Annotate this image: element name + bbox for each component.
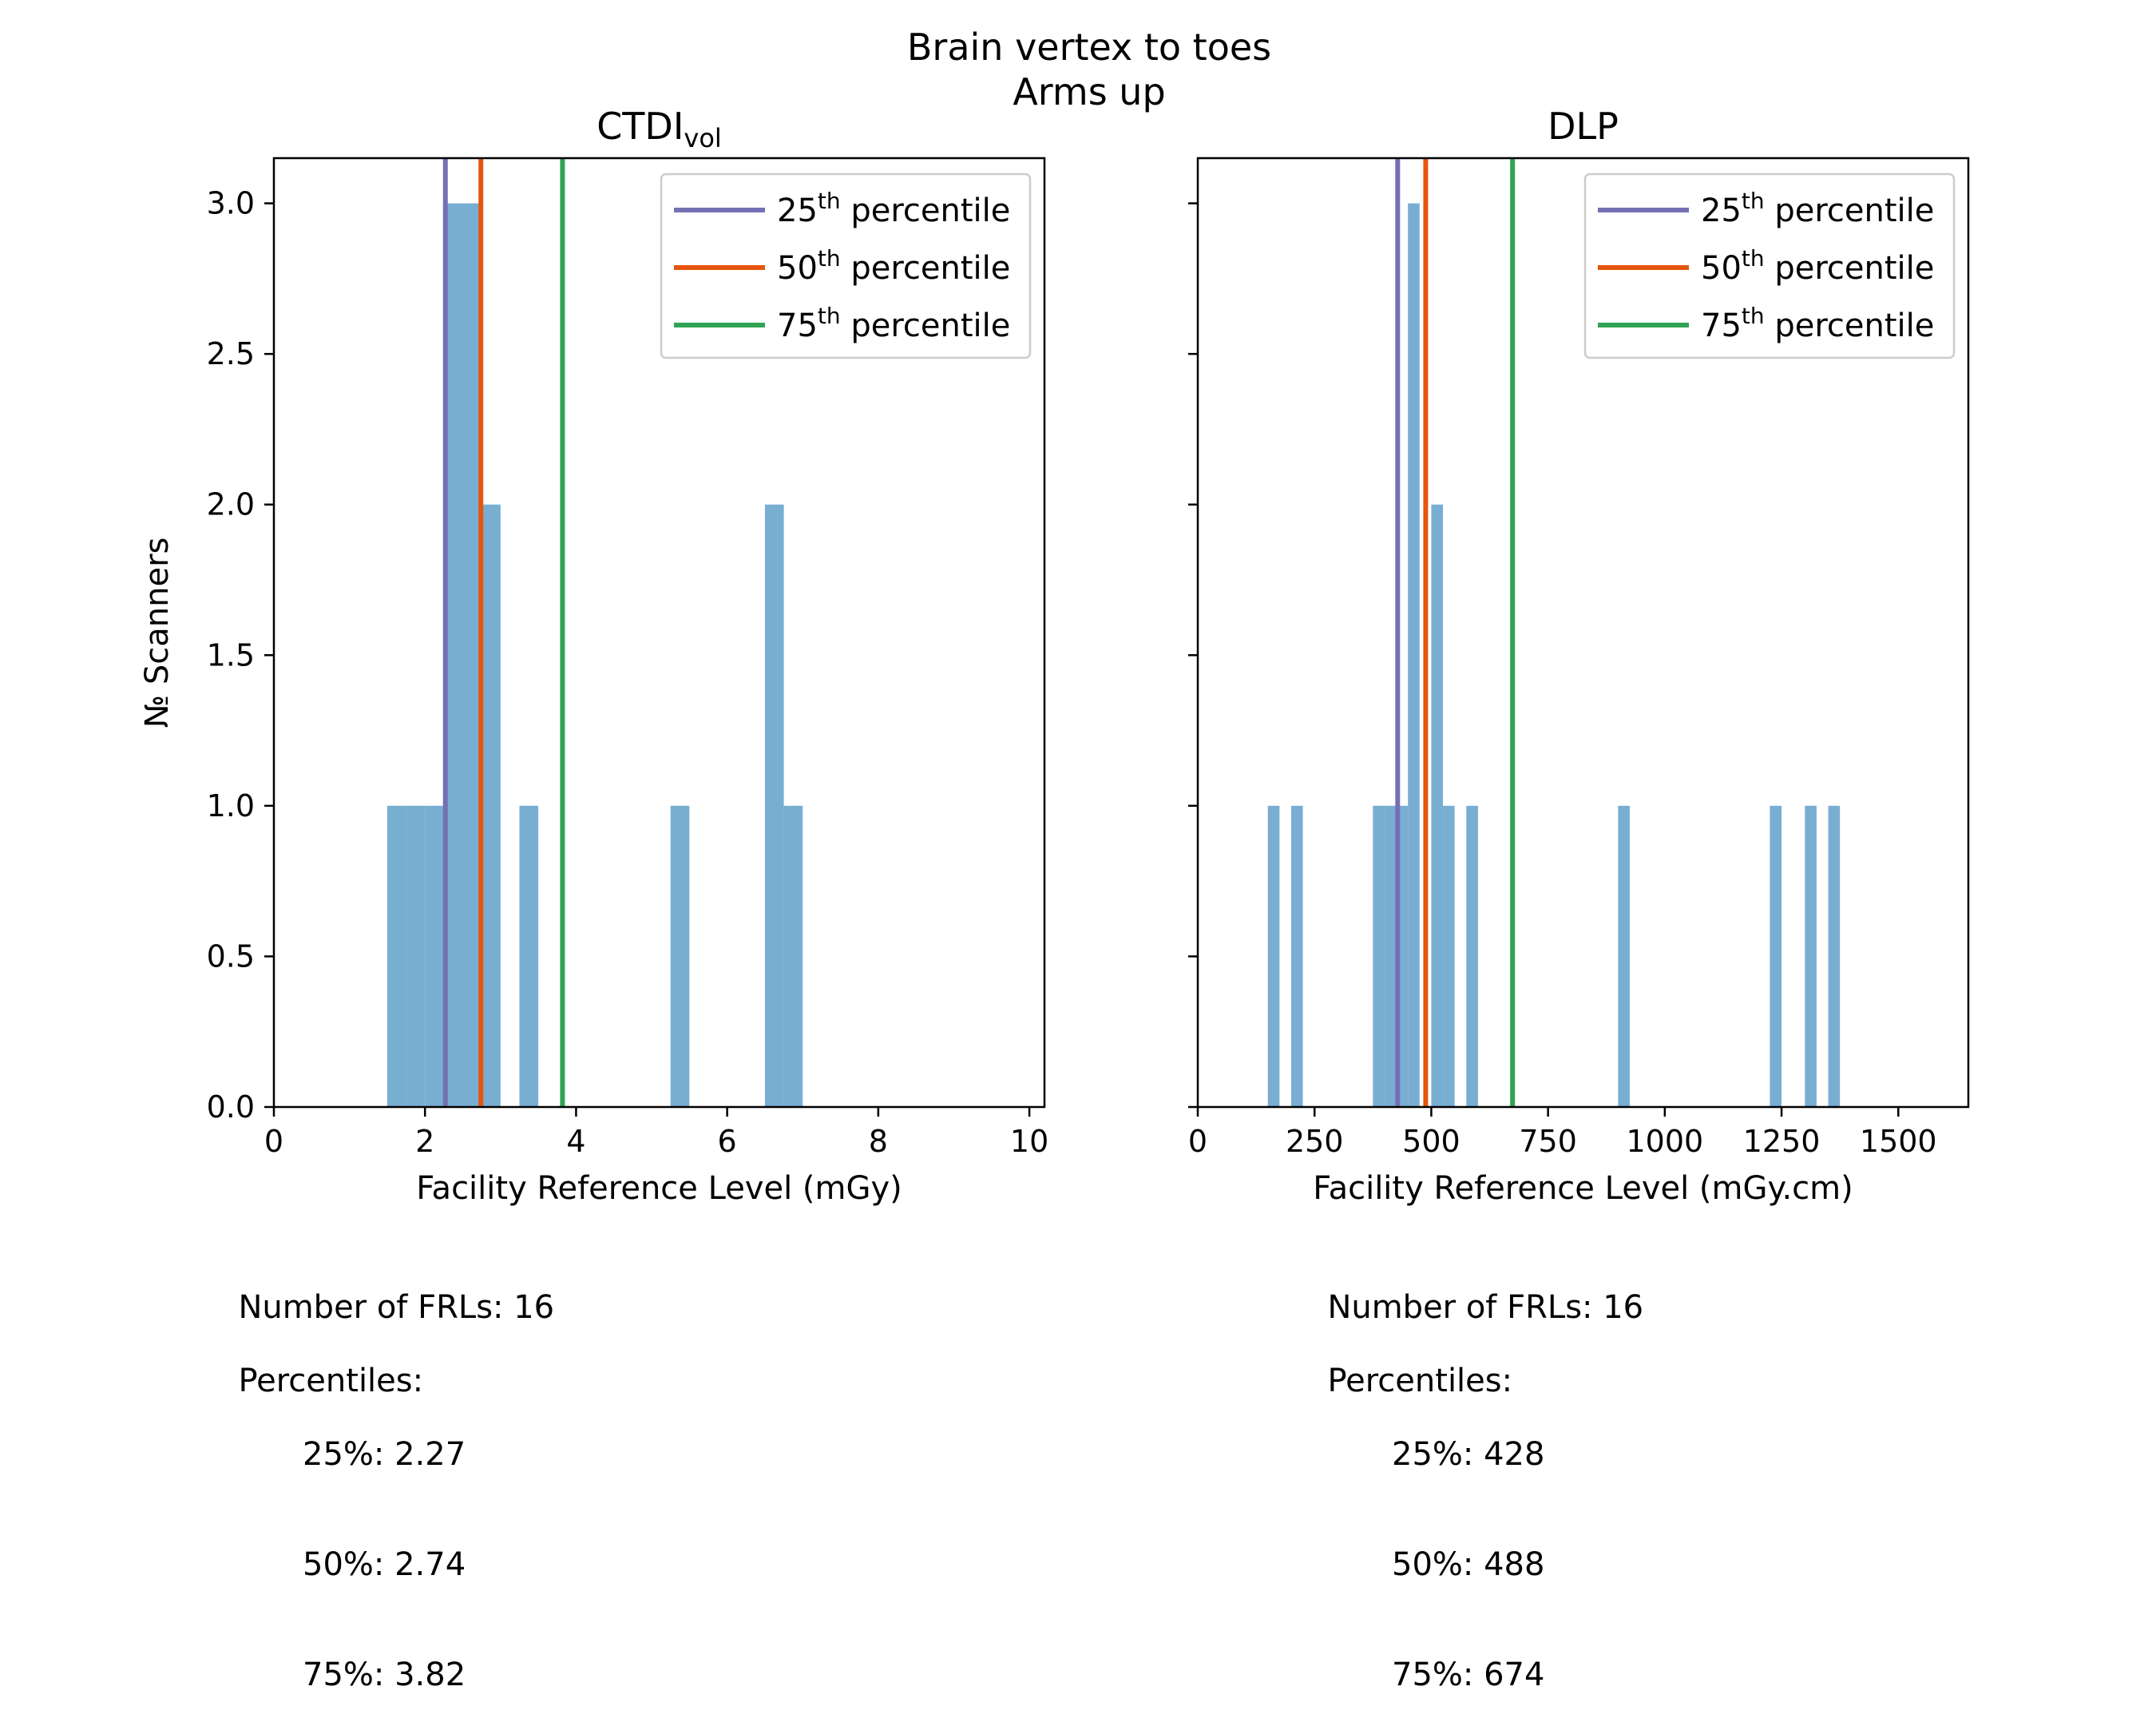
ctdi-bar: [386, 805, 406, 1107]
dlp-bar: [1805, 805, 1817, 1107]
ctdi-bar: [462, 203, 482, 1108]
dlp-legend-sup: th: [1742, 188, 1765, 214]
dlp-bar: [1466, 805, 1478, 1107]
ctdi-xtick-label: 6: [718, 1124, 737, 1159]
ctdi-legend-sup: th: [818, 303, 841, 329]
dlp-xtick-label: 0: [1188, 1124, 1207, 1159]
dlp-p50-line: 50%: 488: [1392, 1546, 1545, 1583]
ctdi-legend: [660, 173, 1032, 359]
ctdi-legend-text: percentile: [841, 250, 1011, 287]
ctdi-stats: Number of FRLs: 16 Percentiles: 25%: 2.2…: [218, 1252, 554, 1730]
dlp-p75-line: 75%: 674: [1392, 1657, 1545, 1693]
ctdi-legend-num: 75: [777, 308, 818, 344]
ctdi-axes-frame: [272, 157, 1046, 1109]
dlp-xtick-label: 500: [1402, 1124, 1460, 1159]
ctdi-bar: [783, 805, 803, 1107]
dlp-legend-label-p75: 75th percentile: [1701, 303, 1934, 344]
dlp-bar: [1431, 504, 1444, 1107]
dlp-legend-text: percentile: [1765, 250, 1935, 287]
ctdi-xtick-label: 4: [566, 1124, 585, 1159]
ctdi-title: CTDIvol: [596, 105, 722, 153]
ctdi-bar: [443, 203, 463, 1108]
dlp-legend-text: percentile: [1765, 308, 1935, 344]
dlp-xtick-label: 1500: [1860, 1124, 1937, 1159]
ctdi-xtick-label: 0: [264, 1124, 283, 1159]
ctdi-ylabel: № Scanners: [139, 538, 176, 728]
figure-title-line2: Arms up: [1013, 70, 1165, 113]
dlp-axes-frame: [1196, 157, 1970, 1109]
ctdi-ytick-label: 2.5: [207, 336, 255, 371]
dlp-xtick-label: 1000: [1626, 1124, 1703, 1159]
ctdi-p50-line: 50%: 2.74: [303, 1546, 466, 1583]
ctdi-title-sub: vol: [684, 123, 721, 153]
dlp-legend-text: percentile: [1765, 192, 1935, 229]
dlp-xtick-label: 1250: [1743, 1124, 1821, 1159]
ctdi-ytick-label: 1.5: [207, 637, 255, 673]
ctdi-p25-line: 25%: 2.27: [303, 1436, 466, 1473]
ctdi-bar: [764, 504, 784, 1107]
dlp-legend-num: 25: [1701, 192, 1742, 229]
dlp-bar: [1770, 805, 1782, 1107]
ctdi-xlabel: Facility Reference Level (mGy): [416, 1170, 902, 1207]
ctdi-legend-sup: th: [818, 188, 841, 214]
dlp-bar: [1828, 805, 1841, 1107]
figure: Brain vertex to toes Arms up 0 2 4 6 8 100.00…: [139, 26, 1970, 1207]
ctdi-bar: [406, 805, 426, 1107]
ctdi-legend-num: 25: [777, 192, 818, 229]
dlp-bar: [1618, 805, 1630, 1107]
ctdi-xtick-label: 8: [869, 1124, 888, 1159]
dlp-bar: [1290, 805, 1303, 1107]
ctdi-xtick-label: 2: [415, 1124, 434, 1159]
ctdi-legend-sup: th: [818, 245, 841, 272]
figure-title-line1: Brain vertex to toes: [907, 26, 1271, 69]
ctdi-ytick-label: 0.5: [207, 938, 255, 974]
dlp-stats: Number of FRLs: 16 Percentiles: 25%: 428…: [1307, 1252, 1643, 1730]
dlp-bar: [1384, 805, 1397, 1107]
dlp-bar: [1373, 805, 1385, 1107]
dlp-legend-num: 50: [1701, 250, 1742, 287]
ctdi-xtick-label: 10: [1010, 1124, 1048, 1159]
ctdi-ytick-label: 3.0: [207, 186, 255, 221]
dlp-legend-num: 75: [1701, 308, 1742, 344]
ctdi-percentiles-heading: Percentiles:: [238, 1363, 424, 1399]
dlp-bar: [1443, 805, 1455, 1107]
ctdi-title-main: CTDI: [596, 105, 684, 148]
ctdi-bar: [482, 504, 501, 1107]
ctdi-count-line: Number of FRLs: 16: [238, 1289, 555, 1326]
dlp-legend-sup: th: [1742, 245, 1765, 272]
dlp-p25-line: 25%: 428: [1392, 1436, 1545, 1473]
dlp-xlabel: Facility Reference Level (mGy.cm): [1313, 1170, 1853, 1207]
ctdi-ytick-label: 1.0: [207, 788, 255, 823]
ctdi-bar: [425, 805, 444, 1107]
ctdi-ytick-label: 2.0: [207, 487, 255, 522]
dlp-title: DLP: [1548, 105, 1619, 148]
dlp-percentiles-heading: Percentiles:: [1327, 1363, 1513, 1399]
ctdi-legend-label-p25: 25th percentile: [777, 188, 1010, 229]
ctdi-legend-label-p50: 50th percentile: [777, 245, 1010, 287]
dlp-count-line: Number of FRLs: 16: [1327, 1289, 1644, 1326]
ctdi-bar: [519, 805, 539, 1107]
dlp-bar: [1408, 203, 1420, 1108]
ctdi-legend-label-p75: 75th percentile: [777, 303, 1010, 344]
ctdi-bar: [670, 805, 690, 1107]
ctdi-p75-line: 75%: 3.82: [303, 1657, 466, 1693]
dlp-legend-label-p25: 25th percentile: [1701, 188, 1934, 229]
dlp-title-main: DLP: [1548, 105, 1619, 148]
ctdi-ytick-label: 0.0: [207, 1089, 255, 1125]
dlp-xtick-label: 250: [1286, 1124, 1344, 1159]
dlp-legend-label-p50: 50th percentile: [1701, 245, 1934, 287]
dlp-legend-sup: th: [1742, 303, 1765, 329]
dlp-bar: [1267, 805, 1280, 1107]
dlp-legend: [1583, 173, 1956, 359]
ctdi-histogram: 0 2 4 6 8 10 0.0 0.5 1.0 1.5 2.0 2.5 3.0 CTDIvol Facil…: [139, 105, 1048, 1207]
ctdi-legend-num: 50: [777, 250, 818, 287]
ctdi-legend-text: percentile: [841, 308, 1011, 344]
dlp-histogram: 0 250 500 750 1000 1250 1500 DLP Facility Refere…: [1188, 105, 1970, 1207]
dlp-xtick-label: 750: [1519, 1124, 1577, 1159]
ctdi-legend-text: percentile: [841, 192, 1011, 229]
